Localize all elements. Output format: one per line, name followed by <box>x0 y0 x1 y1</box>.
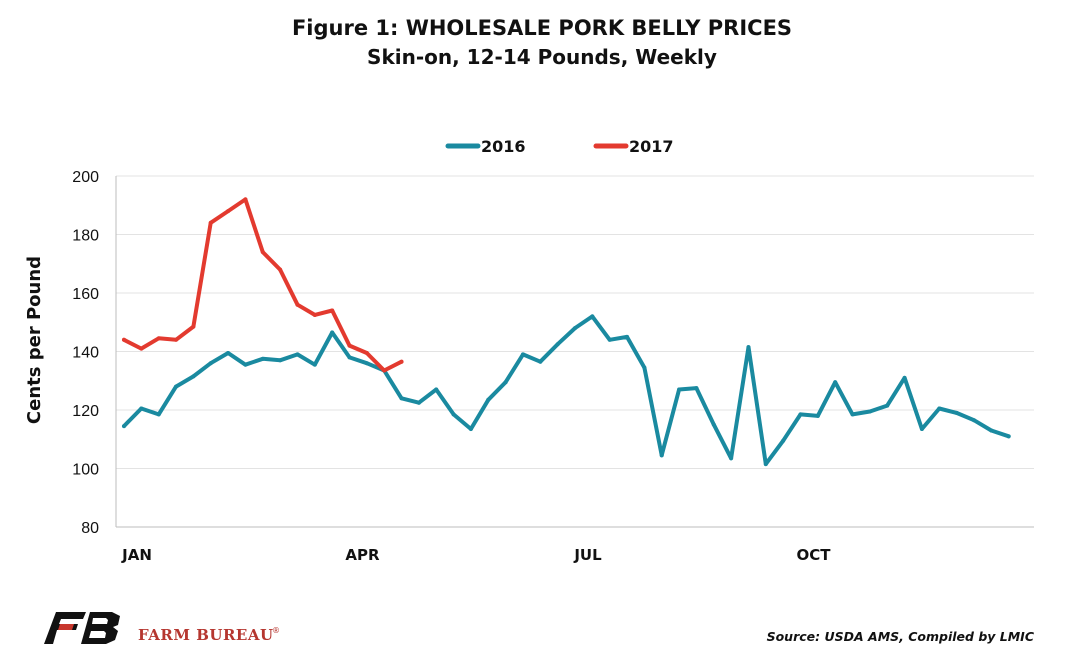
data-point <box>1006 434 1011 439</box>
data-point <box>746 345 751 350</box>
data-point <box>122 424 126 429</box>
data-point <box>902 375 907 380</box>
data-point <box>937 406 942 411</box>
data-point <box>278 358 283 363</box>
data-point <box>416 400 421 405</box>
data-point <box>364 361 369 366</box>
data-point <box>989 428 994 433</box>
data-point <box>833 380 838 385</box>
data-point <box>156 336 161 341</box>
data-point <box>850 412 855 417</box>
data-point <box>191 324 196 329</box>
x-tick-label: APR <box>345 546 380 564</box>
data-point <box>243 362 248 367</box>
data-point <box>278 267 283 272</box>
data-point <box>347 355 352 360</box>
data-point <box>538 359 543 364</box>
fb-logo-icon <box>44 612 120 644</box>
grid <box>116 175 1034 469</box>
legend: 2016 2017 <box>445 137 674 156</box>
registered-mark: ® <box>272 626 280 635</box>
series-points-2017 <box>122 197 404 373</box>
data-point <box>798 412 803 417</box>
chart-subtitle: Skin-on, 12-14 Pounds, Weekly <box>367 45 717 69</box>
farm-bureau-wordmark: FARM BUREAU <box>138 626 274 644</box>
data-point <box>330 308 335 313</box>
data-point <box>399 359 404 364</box>
data-point <box>625 334 630 339</box>
series-line-2017 <box>122 197 404 373</box>
y-tick-label: 140 <box>72 345 99 362</box>
legend-2017-label: 2017 <box>629 137 674 156</box>
data-point <box>729 456 734 461</box>
data-point <box>139 406 144 411</box>
data-point <box>503 380 508 385</box>
data-point <box>226 350 231 355</box>
legend-2016-label: 2016 <box>481 137 526 156</box>
data-point <box>919 427 924 432</box>
data-point <box>208 361 213 366</box>
data-point <box>659 453 664 458</box>
data-point <box>295 352 300 357</box>
data-point <box>677 387 682 392</box>
data-point <box>711 422 716 427</box>
data-point <box>122 337 126 342</box>
data-point <box>260 250 265 255</box>
chart-title: Figure 1: WHOLESALE PORK BELLY PRICES <box>292 16 792 40</box>
data-point <box>954 410 959 415</box>
data-point <box>295 302 300 307</box>
x-tick-labels: JAN APR JUL OCT <box>121 546 831 564</box>
data-point <box>174 384 179 389</box>
x-tick-label: OCT <box>797 546 832 564</box>
data-point <box>971 418 976 423</box>
data-point <box>260 356 265 361</box>
y-tick-label: 100 <box>72 462 99 479</box>
data-point <box>885 403 890 408</box>
data-point <box>434 387 439 392</box>
data-point <box>226 209 231 214</box>
y-tick-label: 120 <box>72 403 99 420</box>
y-tick-label: 160 <box>72 286 99 303</box>
data-point <box>364 350 369 355</box>
series-points-2016 <box>122 314 1011 467</box>
series-lines <box>122 197 1011 467</box>
y-tick-labels: 80 100 120 140 160 180 200 <box>72 169 99 537</box>
data-point <box>520 352 525 357</box>
data-point <box>208 220 213 225</box>
data-point <box>781 438 786 443</box>
y-tick-label: 180 <box>72 228 99 245</box>
data-point <box>867 409 872 414</box>
source-note: Source: USDA AMS, Compiled by LMIC <box>767 629 1035 644</box>
farm-bureau-logo: FARM BUREAU ® <box>44 612 280 644</box>
data-point <box>156 412 161 417</box>
data-point <box>468 427 473 432</box>
data-point <box>815 413 820 418</box>
data-point <box>347 343 352 348</box>
data-point <box>382 368 387 373</box>
data-point <box>642 365 647 370</box>
data-point <box>330 330 335 335</box>
data-point <box>573 326 577 331</box>
data-point <box>451 412 456 417</box>
data-point <box>399 396 404 401</box>
data-point <box>763 462 768 467</box>
data-point <box>243 197 248 202</box>
y-tick-label: 80 <box>81 520 99 537</box>
y-tick-label: 200 <box>72 169 99 186</box>
data-point <box>555 342 560 347</box>
y-axis-label: Cents per Pound <box>24 256 45 424</box>
data-point <box>590 314 595 319</box>
x-tick-label: JAN <box>121 546 152 564</box>
series-line-2016 <box>122 314 1011 467</box>
data-point <box>694 386 699 391</box>
data-point <box>607 337 612 342</box>
data-point <box>486 397 491 402</box>
data-point <box>174 337 179 342</box>
data-point <box>139 346 144 351</box>
data-point <box>312 362 317 367</box>
x-tick-label: JUL <box>573 546 602 564</box>
data-point <box>191 374 196 379</box>
data-point <box>312 312 317 317</box>
